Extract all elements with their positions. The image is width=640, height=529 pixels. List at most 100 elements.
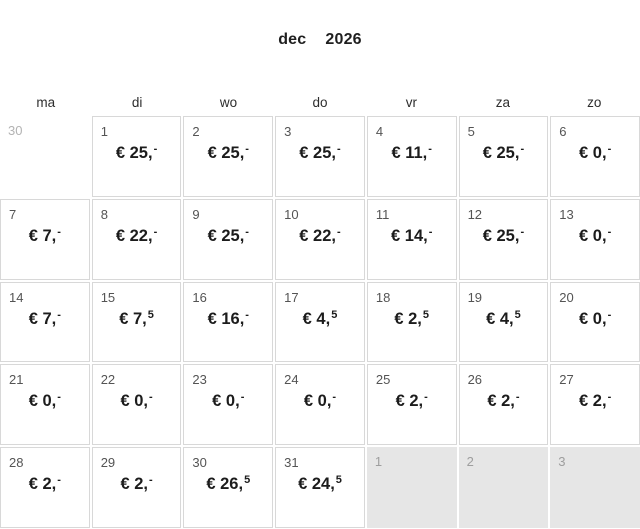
price-label: € 0,- [579,143,612,162]
calendar-day-cell[interactable]: 13 € 0,- [550,198,640,280]
calendar-day-cell[interactable]: 7 € 7,- [0,198,90,280]
day-number: 12 [467,206,483,222]
price-decimal-sup: - [57,474,61,487]
calendar-day-cell[interactable]: 27 € 2,- [550,364,640,446]
day-number: 29 [100,455,116,471]
price-label: € 24,5 [298,474,342,494]
price-decimal-sup: - [153,143,158,155]
calendar-day-cell[interactable]: 2 € 25,- [183,116,274,197]
day-number: 17 [284,289,299,305]
day-number: 3 [558,454,566,470]
day-number: 6 [559,124,567,139]
price-label: € 25,- [207,225,249,245]
price-decimal-sup: - [245,143,249,155]
day-number: 2 [466,454,474,470]
calendar-day-cell[interactable]: 12 € 25,- [458,198,549,280]
calendar-day-cell[interactable]: 5 € 25,- [458,116,549,197]
calendar-day-cell[interactable]: 18 € 2,5 [366,281,457,363]
calendar-day-cell[interactable]: 25 € 2,- [366,364,457,446]
weekday-label-vr: vr [405,95,418,110]
price-decimal-sup: 5 [331,308,338,321]
calendar-day-cell[interactable]: 10 € 22,- [275,198,365,280]
calendar-day-cell[interactable]: 16 € 16,- [183,281,274,363]
calendar-day-cell[interactable]: 14 € 7,- [0,281,90,363]
price-decimal-sup: - [240,391,245,404]
day-number: 13 [559,206,574,222]
price-decimal-sup: - [337,225,341,238]
day-number: 24 [284,372,299,388]
price-label: € 7,- [28,308,61,328]
price-label: € 25,- [482,225,525,245]
calendar-day-cell[interactable]: 1 € 25,- [91,116,182,197]
day-number: 3 [284,124,292,139]
weekday-label-di: di [131,95,143,110]
calendar-day-cell[interactable]: 31 € 24,5 [275,447,365,528]
price-decimal-sup: - [57,225,61,238]
day-number: 14 [9,289,24,305]
calendar-day-cell[interactable]: 28 € 2,- [0,447,90,528]
calendar-day-cell[interactable]: 11 € 14,- [366,198,457,280]
price-decimal-sup: - [424,391,428,404]
day-number: 28 [9,455,24,471]
price-decimal-sup: - [428,143,432,155]
calendar-day-cell[interactable]: 30 € 26,5 [183,447,274,528]
weekday-header-row: ma di wo do vr za zo [0,95,640,110]
price-decimal-sup: - [515,391,520,404]
price-decimal-sup: - [57,308,61,321]
calendar-day-cell[interactable]: 3 € 25,- [275,116,365,197]
price-decimal-sup: 5 [244,474,251,487]
price-decimal-sup: - [607,143,612,155]
price-label: € 16,- [207,308,249,328]
calendar-day-cell[interactable]: 20 € 0,- [550,281,640,363]
price-label: € 11,- [391,143,432,162]
price-label: € 7,5 [119,308,154,328]
day-number: 21 [9,372,24,388]
calendar-day-cell[interactable]: 8 € 22,- [91,198,182,280]
price-decimal-sup: 5 [514,308,521,321]
day-number: 4 [375,124,384,139]
calendar-day-cell[interactable]: 26 € 2,- [458,364,549,446]
price-decimal-sup: - [153,225,158,238]
day-number: 30 [8,123,23,138]
day-number: 15 [100,289,116,305]
day-number: 5 [467,124,475,139]
price-decimal-sup: - [245,225,249,238]
weekday-label-do: do [312,95,328,110]
day-number: 2 [192,124,200,139]
day-number: 25 [375,372,391,388]
calendar-day-cell[interactable]: 17 € 4,5 [275,281,365,363]
day-number: 26 [467,372,483,388]
calendar-day-cell[interactable]: 6 € 0,- [550,116,640,197]
calendar-day-cell[interactable]: 23 € 0,- [183,364,274,446]
calendar-day-cell[interactable]: 29 € 2,- [91,447,182,528]
price-label: € 0,- [28,391,61,411]
day-number: 22 [100,372,116,388]
calendar-day-cell[interactable]: 4 € 11,- [366,116,457,197]
price-label: € 0,- [579,308,612,328]
day-number: 31 [284,455,299,471]
price-decimal-sup: - [607,391,612,404]
day-number: 9 [192,206,200,222]
calendar-day-cell[interactable]: 19 € 4,5 [458,281,549,363]
calendar-day-cell[interactable]: 24 € 0,- [275,364,365,446]
weekday-label-zo: zo [587,95,602,110]
price-decimal-sup: - [332,391,337,404]
calendar-day-cell: 3 [550,447,640,528]
day-number: 23 [192,372,207,388]
calendar-day-cell[interactable]: 9 € 25,- [183,198,274,280]
day-number: 16 [192,289,207,305]
price-decimal-sup: - [607,225,612,238]
weekday-label-wo: wo [219,95,238,110]
price-label: € 2,- [579,391,612,411]
price-decimal-sup: 5 [335,474,342,487]
calendar-day-cell[interactable]: 21 € 0,- [0,364,90,446]
price-label: € 2,- [120,474,153,494]
price-label: € 4,5 [302,308,338,328]
price-decimal-sup: - [57,391,61,404]
calendar-day-cell[interactable]: 22 € 0,- [91,364,182,446]
calendar-day-cell: 30 [0,116,90,197]
price-decimal-sup: - [245,308,249,321]
calendar-grid: 30 1 € 25,- 2 € 25,- 3 € 25,- 4 € 11,- 5 € 25,- 6 € … [0,116,640,528]
price-decimal-sup: 5 [422,308,430,321]
calendar-day-cell[interactable]: 15 € 7,5 [91,281,182,363]
